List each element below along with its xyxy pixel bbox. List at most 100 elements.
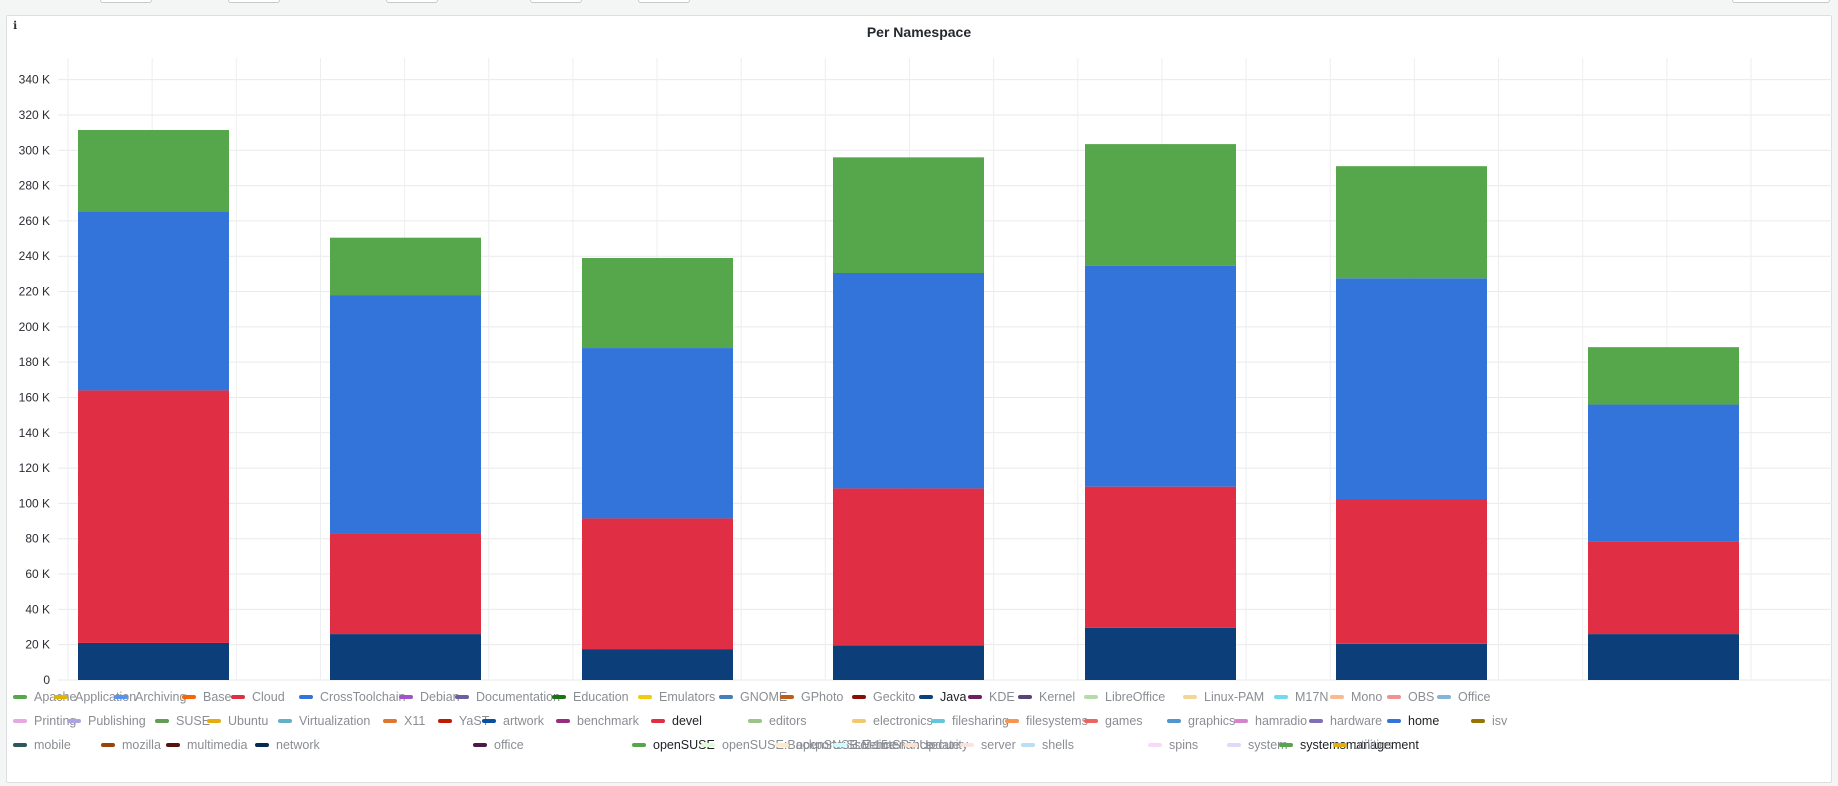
legend-swatch: [638, 695, 652, 699]
legend-label: Cloud: [252, 690, 285, 704]
legend-item[interactable]: Virtualization: [278, 714, 370, 728]
legend-item[interactable]: graphics: [1167, 714, 1235, 728]
legend-item[interactable]: Debian: [399, 690, 460, 704]
legend-item[interactable]: openSUSE:Maintenance: [775, 738, 933, 752]
legend-label: LibreOffice: [1105, 690, 1166, 704]
legend-item[interactable]: Education: [552, 690, 629, 704]
legend-item[interactable]: network: [255, 738, 320, 752]
bar-segment: [1588, 404, 1739, 542]
legend-item[interactable]: hardware: [1309, 714, 1382, 728]
legend-item[interactable]: multimedia: [166, 738, 247, 752]
legend-item[interactable]: security: [904, 738, 968, 752]
legend-item[interactable]: mobile: [13, 738, 71, 752]
legend-item[interactable]: OBS: [1387, 690, 1434, 704]
legend-item[interactable]: YaST: [438, 714, 489, 728]
bar-segment: [1588, 634, 1739, 680]
legend-item[interactable]: filesharing: [931, 714, 1009, 728]
x-tick-label: 07/20 00:00: [625, 688, 689, 690]
legend-item[interactable]: Printing: [13, 714, 76, 728]
legend-item[interactable]: filesystems: [1005, 714, 1088, 728]
variable-selector[interactable]: [100, 0, 152, 3]
legend-item[interactable]: editors: [748, 714, 807, 728]
legend-swatch: [852, 719, 866, 723]
legend-swatch: [651, 719, 665, 723]
legend-swatch: [1183, 695, 1197, 699]
legend-swatch: [904, 743, 918, 747]
legend-item[interactable]: GNOME: [719, 690, 787, 704]
legend-swatch: [1333, 743, 1347, 747]
legend-item[interactable]: system: [1227, 738, 1288, 752]
legend-item[interactable]: Mono: [1330, 690, 1382, 704]
legend-item[interactable]: GPhoto: [780, 690, 843, 704]
variable-selector[interactable]: [638, 0, 690, 3]
legend-item[interactable]: Archiving: [114, 690, 186, 704]
bar-segment: [1085, 144, 1236, 266]
y-tick-label: 260 K: [19, 214, 50, 228]
legend-item[interactable]: office: [473, 738, 524, 752]
legend-item[interactable]: openSUSE: [632, 738, 715, 752]
y-tick-label: 200 K: [19, 320, 50, 334]
legend-item[interactable]: Java: [919, 690, 966, 704]
legend-item[interactable]: systemsmanagement: [1279, 738, 1419, 752]
legend-item[interactable]: hamradio: [1234, 714, 1307, 728]
legend-item[interactable]: KDE: [968, 690, 1015, 704]
legend-item[interactable]: Documentation: [455, 690, 560, 704]
legend-item[interactable]: Cloud: [231, 690, 285, 704]
legend-label: office: [494, 738, 524, 752]
legend-item[interactable]: games: [1084, 714, 1143, 728]
y-tick-label: 320 K: [19, 108, 50, 122]
legend-swatch: [1021, 743, 1035, 747]
legend-swatch: [780, 695, 794, 699]
legend-item[interactable]: Base: [182, 690, 232, 704]
legend-label: OBS: [1408, 690, 1435, 704]
variable-selector[interactable]: [530, 0, 582, 3]
legend-label: games: [1105, 714, 1143, 728]
legend-swatch: [207, 719, 221, 723]
legend-label: Base: [203, 690, 232, 704]
variable-selector[interactable]: [228, 0, 280, 3]
legend-item[interactable]: isv: [1471, 714, 1507, 728]
variable-selector[interactable]: [386, 0, 438, 3]
legend-label: graphics: [1188, 714, 1236, 728]
legend-item[interactable]: M17N: [1274, 690, 1328, 704]
legend-label: Archiving: [135, 690, 187, 704]
bar-segment: [78, 390, 229, 643]
x-tick-label: 07/22 16:00: [1299, 688, 1363, 690]
legend-item[interactable]: artwork: [482, 714, 544, 728]
legend-item[interactable]: electronics: [852, 714, 933, 728]
legend-item[interactable]: Linux-PAM: [1183, 690, 1264, 704]
panel-title: Per Namespace: [866, 24, 972, 40]
legend-swatch: [931, 719, 945, 723]
legend-item[interactable]: Publishing: [67, 714, 146, 728]
legend-item[interactable]: devel: [651, 714, 702, 728]
x-tick-label: 07/18 16:00: [289, 688, 353, 690]
legend-item[interactable]: LibreOffice: [1084, 690, 1165, 704]
legend-item[interactable]: Emulators: [638, 690, 715, 704]
legend-item[interactable]: home: [1387, 714, 1439, 728]
legend-item[interactable]: SUSE: [155, 714, 210, 728]
legend-item[interactable]: CrossToolchain: [299, 690, 405, 704]
legend-item[interactable]: Ubuntu: [207, 714, 268, 728]
legend-item[interactable]: utilities: [1333, 738, 1392, 752]
bar-segment: [330, 533, 481, 635]
legend-item[interactable]: spins: [1148, 738, 1198, 752]
legend-swatch: [278, 719, 292, 723]
legend-item[interactable]: Office: [1437, 690, 1490, 704]
time-range-picker[interactable]: [1732, 0, 1830, 3]
info-icon[interactable]: ℹ: [13, 19, 18, 32]
legend-label: M17N: [1295, 690, 1329, 704]
legend-item[interactable]: Application: [54, 690, 136, 704]
legend-item[interactable]: Kernel: [1018, 690, 1075, 704]
legend-item[interactable]: server: [960, 738, 1016, 752]
bar-segment: [833, 488, 984, 646]
bar-segment: [78, 211, 229, 391]
legend-swatch: [383, 719, 397, 723]
y-tick-label: 80 K: [25, 532, 50, 546]
legend-item[interactable]: science: [833, 738, 896, 752]
legend-item[interactable]: Geckito: [852, 690, 915, 704]
legend-item[interactable]: mozilla: [101, 738, 161, 752]
legend-item[interactable]: shells: [1021, 738, 1074, 752]
legend-item[interactable]: benchmark: [556, 714, 639, 728]
legend-swatch: [919, 695, 933, 699]
legend-item[interactable]: X11: [383, 714, 425, 728]
